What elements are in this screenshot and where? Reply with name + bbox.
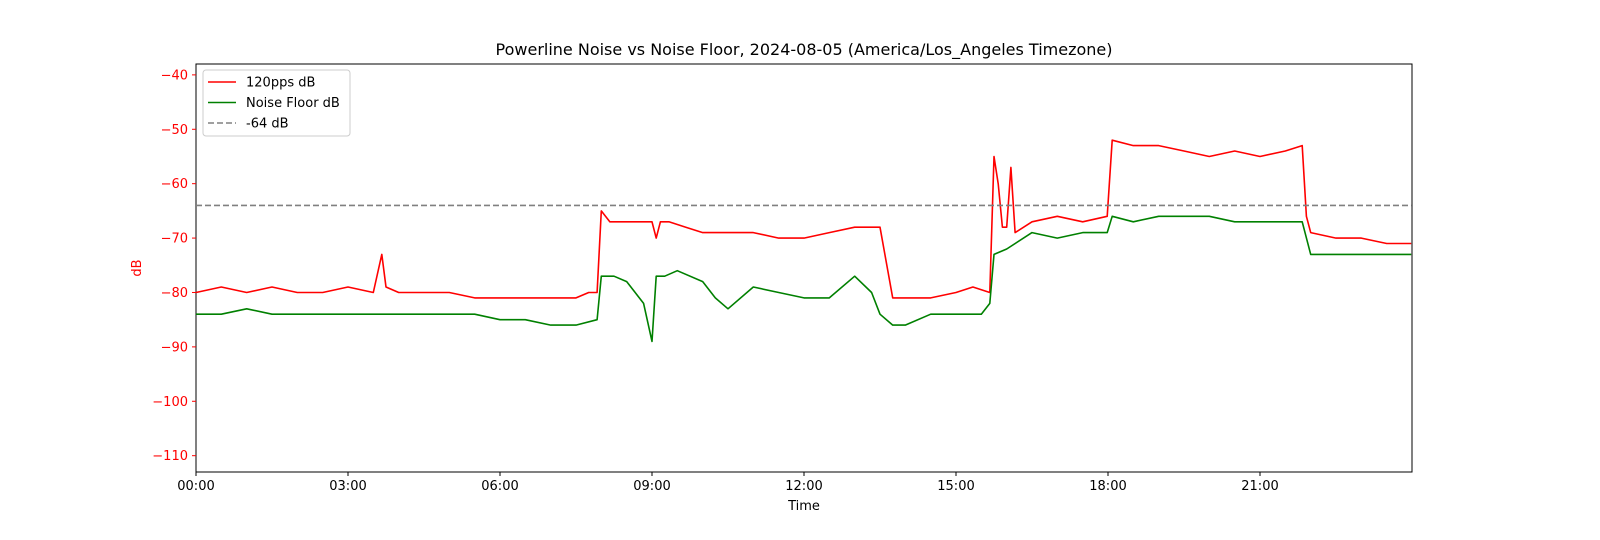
x-axis: 00:00 03:00 06:00 09:00 12:00 15:00 18:00 21:00: [177, 472, 1279, 494]
legend-item-120pps-label: 120pps dB: [246, 76, 315, 91]
x-tick-label: 12:00: [785, 479, 822, 494]
y-tick-label: −90: [161, 340, 188, 355]
x-tick-label: 06:00: [481, 479, 518, 494]
chart-title: Powerline Noise vs Noise Floor, 2024-08-…: [496, 40, 1113, 60]
y-tick-label: −50: [161, 123, 188, 138]
legend-box: [202, 69, 351, 137]
x-tick-label: 15:00: [937, 479, 974, 494]
series-layer: [195, 139, 1412, 343]
y-tick-label: −60: [161, 177, 188, 192]
legend: 120pps dB Noise Floor dB -64 dB: [202, 69, 351, 137]
x-tick-label: 18:00: [1089, 479, 1126, 494]
series-noise-floor-line: [196, 215, 1412, 343]
legend-item-noise-floor-label: Noise Floor dB: [246, 96, 340, 111]
y-axis: −40 −50 −60 −70 −80 −90 −100 −110: [152, 68, 196, 464]
y-tick-label: −70: [161, 232, 188, 247]
y-tick-label: −40: [161, 68, 188, 83]
y-tick-label: −100: [152, 395, 188, 410]
y-tick-label: −110: [152, 449, 188, 464]
x-tick-label: 09:00: [633, 479, 670, 494]
series-120pps-line: [195, 139, 1412, 299]
y-axis-label: dB: [130, 259, 145, 276]
y-tick-label: −80: [161, 286, 188, 301]
legend-item-reference-label: -64 dB: [246, 117, 289, 132]
x-tick-label: 00:00: [177, 479, 214, 494]
x-tick-label: 03:00: [329, 479, 366, 494]
x-axis-label: Time: [787, 499, 820, 514]
x-tick-label: 21:00: [1241, 479, 1278, 494]
